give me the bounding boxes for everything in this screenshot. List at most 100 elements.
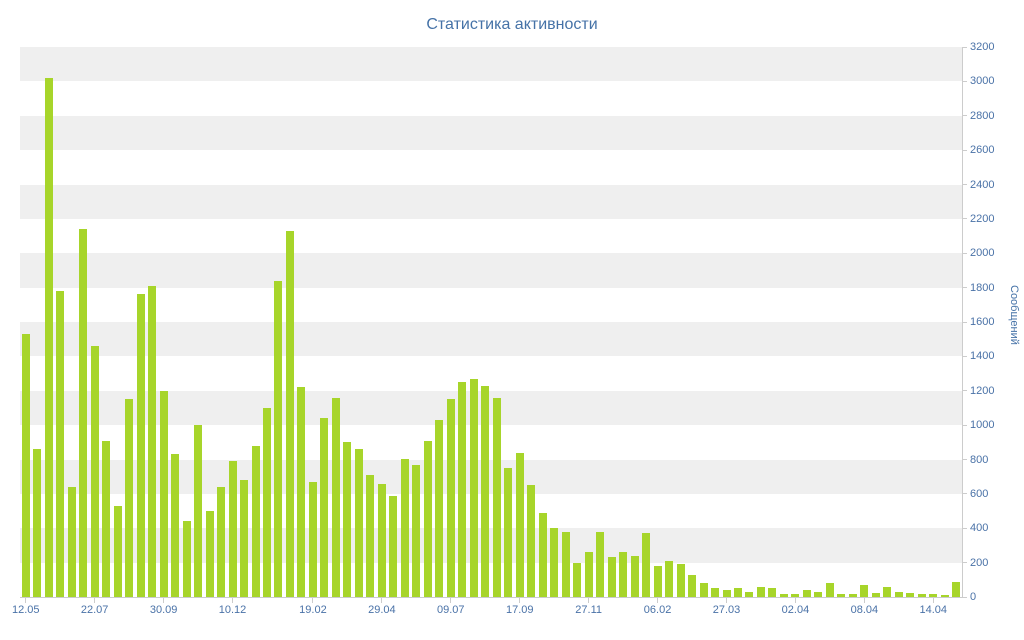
bar (308, 482, 317, 597)
y-tick-label: 600 (970, 487, 989, 500)
y-tick-mark (962, 596, 967, 598)
plot-band (20, 47, 962, 82)
bar (596, 532, 605, 597)
y-tick-label: 0 (970, 591, 977, 603)
bar (136, 294, 145, 597)
bar (665, 561, 674, 597)
x-tick-mark (450, 598, 452, 603)
y-tick-mark (962, 115, 967, 117)
plot-band (20, 253, 962, 288)
bar (848, 594, 857, 597)
bar (550, 528, 559, 597)
plot-band (20, 219, 962, 253)
bar (538, 513, 547, 597)
bar (205, 511, 214, 597)
x-tick-mark (381, 598, 383, 603)
y-tick-label: 1400 (970, 350, 995, 363)
y-tick-label: 2800 (970, 109, 995, 122)
x-tick-mark (163, 598, 165, 603)
y-tick-mark (962, 527, 967, 529)
bar (711, 588, 719, 597)
bar (952, 582, 961, 597)
x-tick-mark (25, 598, 27, 603)
bar (561, 532, 570, 597)
plot-band (20, 322, 962, 357)
bar (791, 594, 800, 597)
bar (182, 521, 191, 597)
bar (676, 564, 685, 597)
bar (917, 594, 926, 597)
bar (44, 78, 53, 597)
y-tick-label: 2400 (970, 178, 995, 191)
bar (331, 398, 340, 597)
y-tick-label: 1600 (970, 316, 995, 328)
bar (148, 286, 157, 597)
y-tick-label: 200 (970, 556, 989, 569)
x-tick-label: 02.04 (781, 604, 810, 616)
bar (354, 449, 363, 597)
bar (515, 453, 524, 597)
x-tick-mark (232, 598, 234, 603)
bar (125, 399, 134, 597)
y-tick-mark (962, 149, 967, 151)
bar (722, 590, 731, 597)
y-tick-label: 2200 (970, 212, 995, 225)
bar (630, 556, 639, 597)
bar (262, 408, 271, 597)
bar (894, 592, 903, 597)
x-tick-label: 19.02 (299, 604, 327, 616)
bar (699, 583, 708, 597)
bar (400, 459, 409, 597)
bar (527, 485, 536, 597)
y-tick-mark (962, 218, 967, 220)
y-tick-mark (962, 321, 967, 323)
y-axis-line (962, 47, 963, 598)
bar (389, 496, 398, 597)
y-tick-mark (962, 424, 967, 426)
bar (814, 592, 823, 597)
bar (584, 552, 593, 597)
bar (21, 334, 30, 597)
bar (285, 231, 294, 597)
plot-band (20, 150, 962, 184)
bar (779, 594, 788, 597)
bar (240, 480, 248, 597)
y-tick-label: 3200 (970, 41, 995, 53)
y-tick-mark (962, 493, 967, 495)
bar (607, 557, 616, 597)
x-axis-line (20, 597, 962, 598)
y-tick-label: 1800 (970, 281, 995, 294)
plot-band (20, 81, 962, 115)
x-tick-label: 08.04 (850, 604, 879, 616)
bar (90, 346, 99, 597)
y-tick-label: 800 (970, 453, 989, 466)
x-tick-mark (932, 598, 934, 603)
bar (320, 418, 329, 597)
bar (860, 585, 869, 597)
bar (377, 484, 386, 597)
y-tick-label: 2000 (970, 247, 995, 260)
bar (481, 386, 490, 597)
bar (492, 398, 501, 597)
bar (297, 387, 306, 597)
y-tick-label: 400 (970, 522, 989, 535)
x-tick-mark (312, 598, 314, 603)
bar (504, 468, 513, 597)
x-tick-mark (863, 598, 865, 603)
bar (171, 454, 180, 597)
x-tick-mark (519, 598, 521, 603)
plot-band (20, 288, 962, 322)
y-tick-mark (962, 562, 967, 564)
y-tick-mark (962, 184, 967, 185)
y-tick-mark (962, 459, 967, 460)
bar (688, 575, 697, 597)
bar (159, 391, 168, 597)
bar (825, 583, 834, 597)
bar (837, 594, 846, 597)
bar (446, 399, 455, 597)
plot-band (20, 115, 962, 151)
bar (929, 594, 938, 597)
bar (343, 442, 352, 597)
